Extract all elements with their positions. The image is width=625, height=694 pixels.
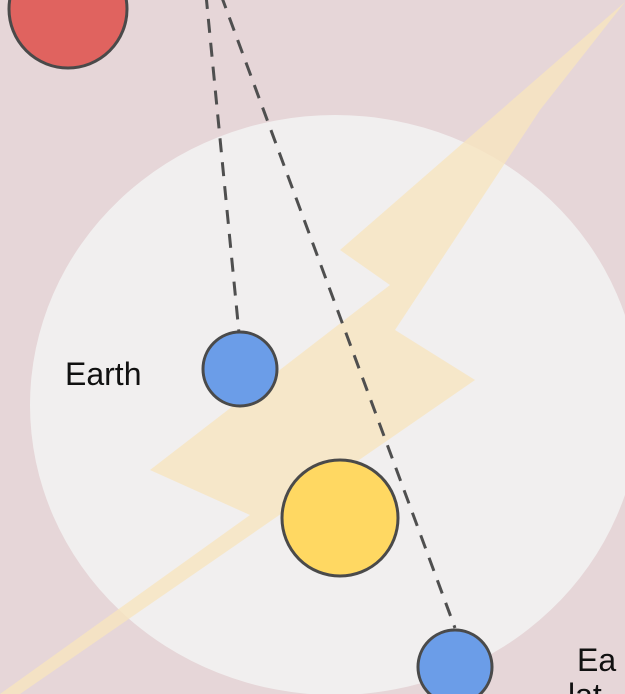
sight-line-earth: [204, 0, 241, 334]
sight-line-earth-later: [221, 0, 457, 629]
earth-label: Earth: [65, 356, 141, 392]
earth-planet: [201, 330, 279, 408]
earth-later-planet: [416, 628, 494, 694]
earth-later-label-line1: Ea: [577, 642, 616, 678]
sun: [280, 458, 400, 578]
mars-planet: [7, 0, 129, 70]
earth-later-label-line2: lat: [568, 677, 602, 694]
